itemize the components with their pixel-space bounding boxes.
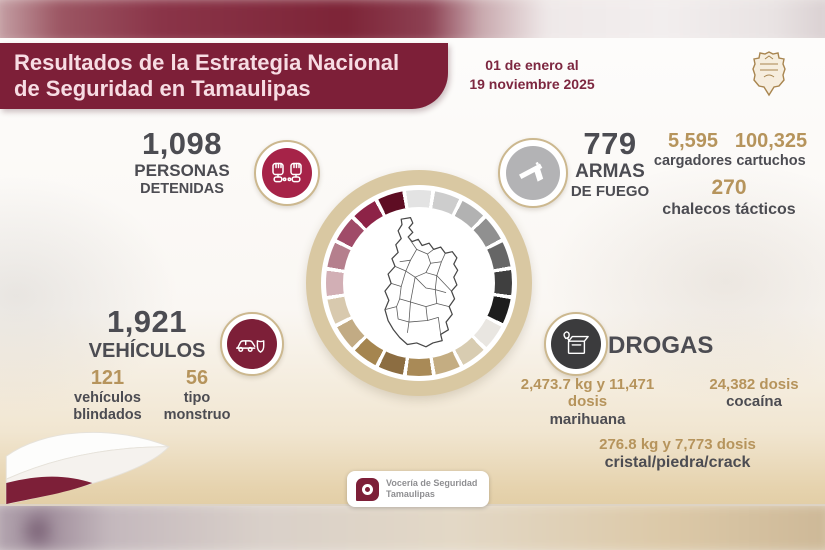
tamaulipas-coat-of-arms-icon — [752, 51, 786, 97]
vests-label: chalecos tácticos — [662, 201, 796, 219]
stat-marijuana: 2,473.7 kg y 11,471 dosis marihuana — [500, 376, 675, 429]
tamaulipas-map — [384, 217, 459, 348]
vehicles-medallion — [220, 312, 284, 376]
logo-ring-glyph — [362, 483, 373, 495]
state-map-wheel — [306, 170, 532, 396]
cartridges-label: cartuchos — [736, 153, 806, 169]
monster-label-1: tipo — [183, 390, 211, 406]
detainees-value: 1,098 — [141, 126, 223, 161]
voceria-logo-icon — [356, 477, 379, 501]
blurred-bottom-strip — [0, 502, 825, 550]
wheel-hub — [343, 207, 495, 359]
detainees-label-1: PERSONAS — [134, 160, 230, 180]
stat-cartridges: 100,325 cartuchos — [723, 130, 819, 170]
pistol-icon — [519, 161, 544, 182]
vehicles-value: 1,921 — [106, 304, 188, 339]
title-line-1: Resultados de la Estrategia Nacional — [14, 50, 400, 75]
title-banner: Resultados de la Estrategia Nacional de … — [0, 43, 448, 109]
magazines-value: 5,595 — [667, 130, 719, 152]
marijuana-label: marihuana — [549, 410, 626, 428]
date-range: 01 de enero al 19 noviembre 2025 — [462, 56, 602, 94]
monster-value: 56 — [185, 367, 209, 389]
firearms-medallion — [498, 138, 568, 208]
cocaine-label: cocaína — [726, 393, 782, 411]
handcuffed-fists-icon — [272, 162, 302, 183]
crystal-label: cristal/piedra/crack — [604, 454, 751, 472]
stat-armored-vehicles: 121 vehículos blindados — [60, 367, 155, 425]
stat-crystal: 276.8 kg y 7,773 dosis cristal/piedra/cr… — [590, 436, 765, 472]
date-line-1: 01 de enero al — [485, 57, 579, 73]
drugs-medallion — [544, 312, 608, 376]
open-book-graphic — [5, 431, 170, 505]
stat-vehicles: 1,921 VEHÍCULOS — [72, 304, 222, 363]
detainees-label-2: DETENIDAS — [140, 180, 224, 197]
drugs-title: DROGAS — [608, 332, 714, 359]
car-with-shield-icon — [235, 339, 265, 353]
firearms-value: 779 — [583, 126, 637, 161]
magazines-label: cargadores — [653, 153, 733, 169]
stat-cocaine: 24,382 dosis cocaína — [690, 376, 818, 411]
monster-label-2: monstruo — [163, 407, 231, 424]
cocaine-value: 24,382 dosis — [709, 376, 799, 393]
stat-firearms: 779 ARMAS DE FUEGO — [560, 126, 660, 201]
firearms-label-1: ARMAS — [575, 160, 645, 182]
title-line-2: de Seguridad en Tamaulipas — [14, 75, 311, 101]
stat-tactical-vests: 270 chalecos tácticos — [654, 176, 804, 219]
logo-text-line-2: Tamaulipas — [386, 489, 435, 499]
detainees-medallion — [254, 140, 320, 206]
vehicles-label: VEHÍCULOS — [88, 339, 206, 362]
drug-package-icon — [563, 331, 589, 355]
cartridges-value: 100,325 — [734, 130, 808, 152]
crystal-value: 276.8 kg y 7,773 dosis — [599, 436, 756, 453]
date-line-2: 19 noviembre 2025 — [469, 75, 595, 92]
firearms-label-2: DE FUEGO — [570, 183, 650, 201]
vests-value: 270 — [711, 176, 747, 199]
logo-text-line-1: Vocería de Seguridad — [386, 477, 478, 488]
armored-value: 121 — [90, 367, 125, 389]
armored-label-2: blindados — [73, 407, 142, 424]
stat-monster-trucks: 56 tipo monstruo — [152, 367, 242, 425]
stat-detainees: 1,098 PERSONAS DETENIDAS — [107, 126, 257, 198]
voceria-logo-pill: Vocería de Seguridad Tamaulipas — [347, 471, 489, 507]
voceria-logo-text: Vocería de Seguridad Tamaulipas — [386, 478, 477, 501]
stat-magazines: 5,595 cargadores — [645, 130, 741, 170]
armored-label-1: vehículos — [74, 390, 141, 406]
marijuana-value: 2,473.7 kg y 11,471 dosis — [520, 376, 655, 411]
